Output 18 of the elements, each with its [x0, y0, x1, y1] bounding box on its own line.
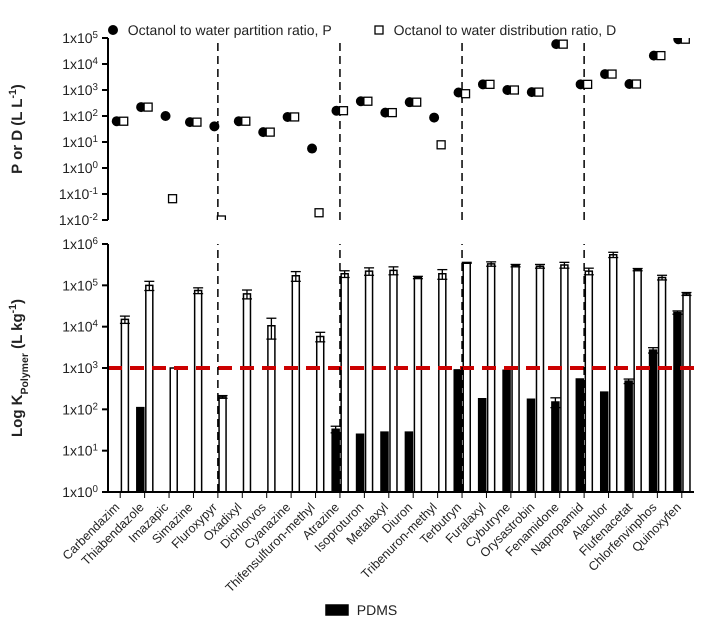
y-tick-label: 1x10$^{3}$ [62, 360, 99, 376]
y-tick-label: 1x10$^{1}$ [62, 442, 98, 459]
legend-label: Octanol to water partition ratio, P [128, 22, 332, 38]
y-tick-label: 1x10$^{2}$ [62, 108, 98, 124]
legend-label: PDMS [356, 602, 398, 618]
y-tick-label: 1x10$^{5}$ [62, 30, 99, 46]
y-tick-label: 1x10$^{4}$ [62, 56, 99, 72]
y-tick-label: 1x10$^{-2}$ [58, 212, 98, 228]
y-tick-label: 1x10$^{6}$ [62, 236, 99, 252]
y-tick-label: 1x10$^{5}$ [62, 276, 99, 294]
y-tick-label: 1x10$^{4}$ [62, 318, 99, 335]
y-tick-label: 1x10$^{2}$ [62, 400, 98, 418]
y-tick-label: 1x10$^{0}$ [62, 160, 99, 176]
y-tick-label: 1x10$^{0}$ [62, 484, 99, 500]
y-tick-label: 1x10$^{1}$ [62, 134, 98, 150]
legend-label: Octanol to water distribution ratio, D [394, 22, 616, 38]
y-tick-label: 1x10$^{3}$ [62, 82, 99, 98]
y-tick-label: 1x10$^{-1}$ [58, 186, 98, 202]
